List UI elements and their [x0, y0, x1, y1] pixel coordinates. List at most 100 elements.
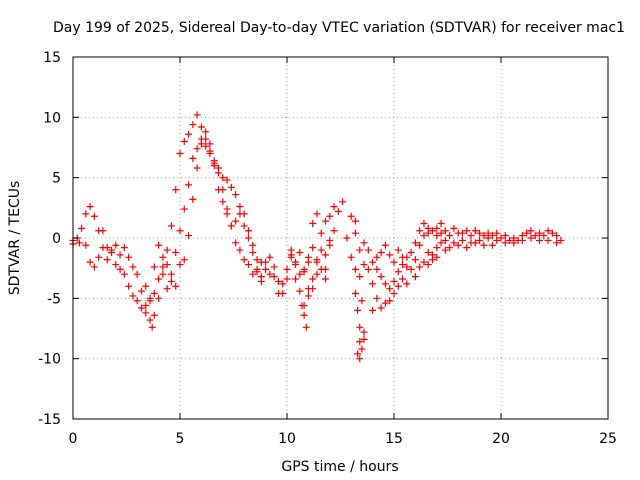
data-point [163, 261, 171, 269]
x-tick-label: 15 [385, 431, 403, 447]
data-point [155, 275, 163, 283]
data-point [112, 261, 120, 269]
data-point [150, 311, 158, 319]
data-point [446, 244, 454, 252]
x-tick-label: 0 [69, 431, 78, 447]
data-point [369, 280, 377, 288]
y-axis-label: SDTVAR / TECUs [7, 181, 23, 296]
data-point [249, 241, 257, 249]
data-point [292, 258, 300, 266]
data-point [437, 239, 445, 247]
data-point [159, 263, 167, 271]
x-tick-label: 5 [176, 431, 185, 447]
data-point [253, 256, 261, 264]
data-point [155, 294, 163, 302]
data-point [236, 246, 244, 254]
data-point [351, 229, 359, 237]
data-point [424, 248, 432, 256]
y-tick-label: -10 [38, 352, 61, 368]
data-point [373, 265, 381, 273]
data-point [167, 222, 175, 230]
data-point [420, 220, 428, 228]
data-point [302, 323, 310, 331]
data-point [386, 285, 394, 293]
data-point [322, 217, 330, 225]
data-point [407, 248, 415, 256]
data-point [309, 244, 317, 252]
data-point [433, 244, 441, 252]
data-point [433, 224, 441, 232]
data-point [304, 253, 312, 261]
data-point [185, 130, 193, 138]
y-tick-label: 15 [43, 50, 61, 66]
data-point [120, 244, 128, 252]
data-point [471, 227, 479, 235]
data-point [309, 220, 317, 228]
data-point [223, 176, 231, 184]
data-point [351, 265, 359, 273]
data-point [377, 248, 385, 256]
data-point [386, 251, 394, 259]
data-point [313, 210, 321, 218]
data-point [399, 261, 407, 269]
data-point [283, 265, 291, 273]
data-point [411, 256, 419, 264]
data-point [322, 265, 330, 273]
data-point [411, 273, 419, 281]
x-tick-label: 20 [492, 431, 510, 447]
data-point [240, 222, 248, 230]
data-point [274, 277, 282, 285]
data-point [283, 275, 291, 283]
data-point [82, 241, 90, 249]
data-point [467, 232, 475, 240]
data-point [206, 140, 214, 148]
data-point [133, 270, 141, 278]
data-point [103, 244, 111, 252]
data-point [351, 290, 359, 298]
data-point [249, 270, 257, 278]
data-point [441, 246, 449, 254]
y-tick-label: -15 [38, 412, 61, 428]
data-point [215, 186, 223, 194]
data-point [270, 273, 278, 281]
data-point [193, 111, 201, 119]
data-point [227, 222, 235, 230]
data-point [463, 244, 471, 252]
data-point [202, 128, 210, 136]
data-point [450, 239, 458, 247]
data-point [146, 316, 154, 324]
data-point [484, 229, 492, 237]
data-point [403, 280, 411, 288]
data-point [86, 258, 94, 266]
data-point [356, 338, 364, 346]
data-point [137, 287, 145, 295]
data-point [420, 232, 428, 240]
data-point [129, 292, 137, 300]
data-point [420, 258, 428, 266]
data-point [358, 297, 366, 305]
data-point [215, 164, 223, 172]
data-point [377, 304, 385, 312]
data-point [240, 210, 248, 218]
data-point [298, 302, 306, 310]
data-point [373, 294, 381, 302]
data-point [322, 275, 330, 283]
data-point [463, 227, 471, 235]
data-point [189, 121, 197, 129]
data-point [236, 203, 244, 211]
data-point [116, 251, 124, 259]
data-point [180, 137, 188, 145]
data-point [351, 217, 359, 225]
data-point [480, 232, 488, 240]
data-point [480, 241, 488, 249]
data-point [354, 306, 362, 314]
data-point [313, 270, 321, 278]
data-point [129, 263, 137, 271]
data-point [197, 140, 205, 148]
data-point [411, 239, 419, 247]
data-point [197, 123, 205, 131]
data-point [399, 253, 407, 261]
y-tick-label: -5 [47, 291, 61, 307]
data-point [354, 350, 362, 358]
data-point [120, 270, 128, 278]
